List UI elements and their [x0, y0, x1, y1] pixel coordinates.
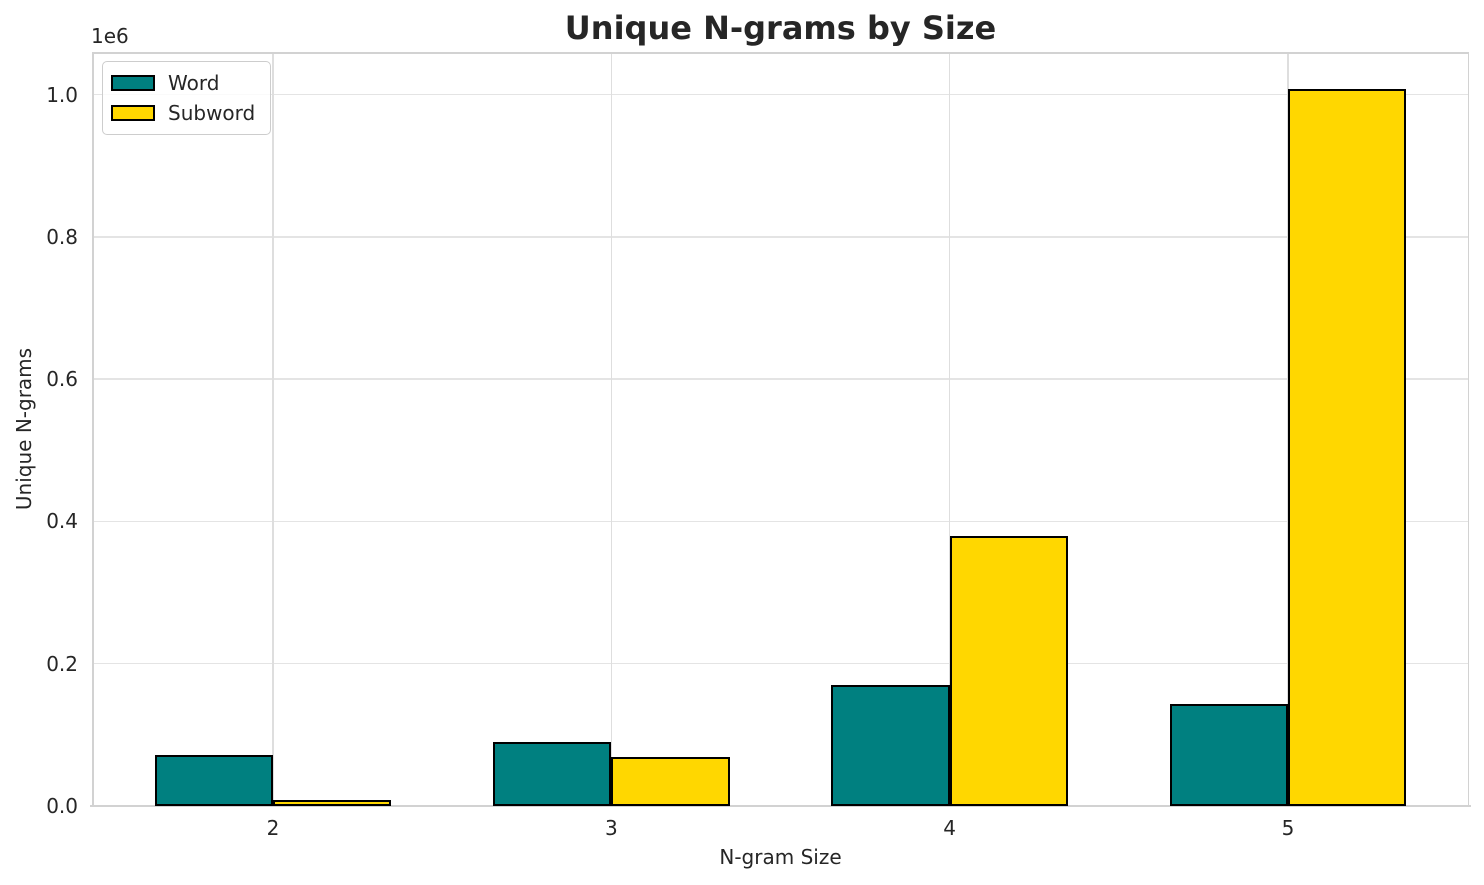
gridline-horizontal: [92, 93, 1469, 96]
y-tick-label: 0.2: [46, 651, 78, 676]
x-axis-label: N-gram Size: [719, 845, 842, 869]
x-tick-label: 4: [943, 816, 957, 840]
bar-subword-5: [1287, 88, 1407, 806]
legend-label: Subword: [168, 101, 256, 125]
y-tick-label: 0.8: [46, 224, 78, 249]
bar-word-2: [154, 754, 273, 806]
axis-spine-right: [1467, 52, 1469, 806]
y-tick-label: 0.4: [46, 509, 78, 534]
legend-label: Word: [168, 71, 220, 95]
gridline-vertical: [948, 52, 951, 806]
x-tick-label: 5: [1281, 816, 1295, 840]
bar-word-4: [831, 685, 950, 806]
y-tick-label: 1.0: [46, 82, 78, 107]
legend-item-word: Word: [111, 68, 255, 98]
gridline-horizontal: [92, 662, 1469, 665]
gridline-horizontal: [92, 520, 1469, 523]
gridline-vertical: [272, 52, 274, 806]
x-tick-label: 3: [604, 816, 618, 840]
y-tick-label: 0.6: [46, 367, 78, 392]
legend-item-subword: Subword: [111, 98, 255, 128]
axis-spine-left: [92, 52, 94, 806]
legend-swatch-word: [111, 75, 155, 91]
bar-subword-2: [273, 800, 392, 806]
gridline-horizontal: [92, 236, 1469, 238]
x-tick-label: 2: [266, 816, 280, 840]
legend: Word Subword: [102, 61, 272, 135]
y-axis-offset-label: 1e6: [91, 24, 129, 48]
legend-swatch-subword: [111, 105, 155, 121]
y-tick-label: 0.0: [46, 794, 78, 818]
gridline-horizontal: [92, 378, 1469, 380]
plot-area: [90, 52, 1471, 807]
bar-word-3: [492, 741, 612, 806]
axis-spine-bottom: [90, 804, 1471, 807]
bar-word-5: [1169, 703, 1288, 806]
axis-spine-top: [92, 52, 1469, 54]
chart-title: Unique N-grams by Size: [564, 9, 997, 47]
bar-subword-4: [949, 536, 1069, 806]
bar-subword-3: [611, 756, 730, 806]
gridline-vertical: [610, 52, 613, 806]
